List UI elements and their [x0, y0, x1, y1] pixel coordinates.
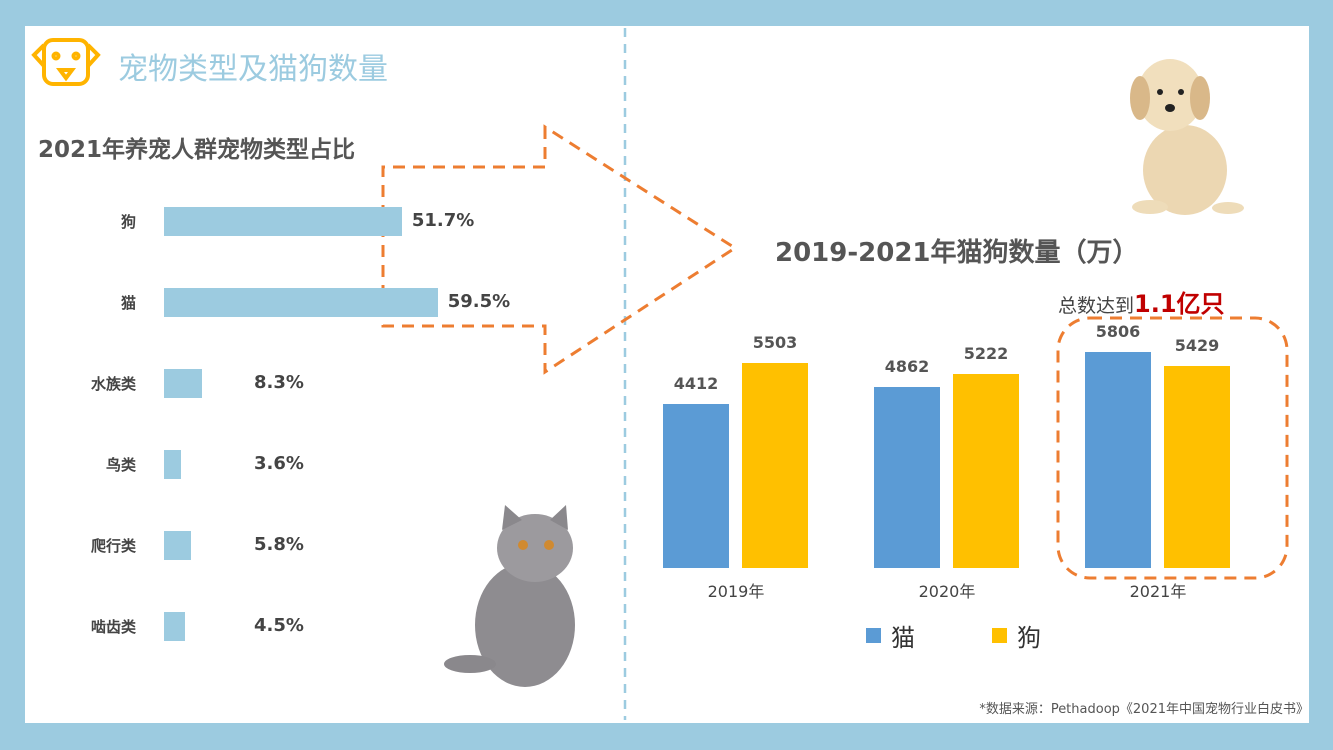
- bar-1: [164, 288, 438, 317]
- page-title: 宠物类型及猫狗数量: [118, 52, 388, 87]
- legend-label: 狗: [1017, 624, 1041, 652]
- category-label: 啮齿类: [90, 618, 136, 636]
- legend-dog: 狗: [992, 618, 1041, 653]
- value-label: 59.5%: [447, 291, 511, 312]
- right-chart-title: 2019-2021年猫狗数量（万）: [775, 238, 1139, 268]
- legend-swatch-dog: [992, 628, 1007, 643]
- bar-0: [164, 207, 402, 236]
- bar-dog-1: [953, 373, 1019, 568]
- year-label: 2019年: [707, 582, 765, 601]
- bar-cat-2: [1085, 352, 1151, 568]
- value-label: 5222: [963, 343, 1009, 363]
- year-label: 2021年: [1129, 582, 1187, 601]
- category-label: 水族类: [90, 375, 136, 393]
- year-label: 2020年: [918, 582, 976, 601]
- value-label: 8.3%: [254, 372, 304, 393]
- total-prefix: 总数达到: [1058, 295, 1135, 317]
- value-label: 5503: [752, 333, 798, 353]
- dog-face-icon: [31, 38, 101, 86]
- category-label: 鸟类: [105, 456, 136, 474]
- value-label: 4862: [884, 357, 930, 377]
- legend-swatch-cat: [866, 628, 881, 643]
- bar-3: [164, 450, 181, 479]
- bar-cat-0: [663, 403, 729, 568]
- source-note: *数据来源：Pethadoop《2021年中国宠物行业白皮书》: [979, 702, 1309, 717]
- dog-photo: [1130, 59, 1244, 215]
- bar-2: [164, 369, 203, 398]
- legend-cat: 猫: [866, 618, 915, 653]
- bar-dog-2: [1164, 366, 1230, 568]
- dashed-arrow: [381, 124, 738, 375]
- total-annotation: 总数达到1.1亿只: [1058, 284, 1225, 319]
- bar-5: [164, 612, 185, 641]
- bar-dog-0: [742, 363, 808, 568]
- value-label: 3.6%: [254, 453, 304, 474]
- value-label: 5429: [1174, 336, 1220, 356]
- left-chart-title: 2021年养宠人群宠物类型占比: [38, 137, 356, 163]
- highlight-box-2021: [1056, 316, 1289, 580]
- category-label: 猫: [120, 294, 136, 312]
- value-label: 4.5%: [254, 615, 304, 636]
- total-value: 1.1亿只: [1134, 290, 1225, 318]
- value-label: 5806: [1095, 322, 1141, 341]
- value-label: 5.8%: [254, 534, 304, 555]
- legend-label: 猫: [891, 624, 915, 652]
- category-label: 狗: [120, 213, 136, 231]
- category-label: 爬行类: [90, 537, 136, 555]
- cat-photo: [444, 505, 575, 687]
- bar-cat-1: [874, 387, 940, 568]
- bar-4: [164, 531, 191, 560]
- value-label: 4412: [673, 373, 719, 393]
- value-label: 51.7%: [411, 210, 475, 231]
